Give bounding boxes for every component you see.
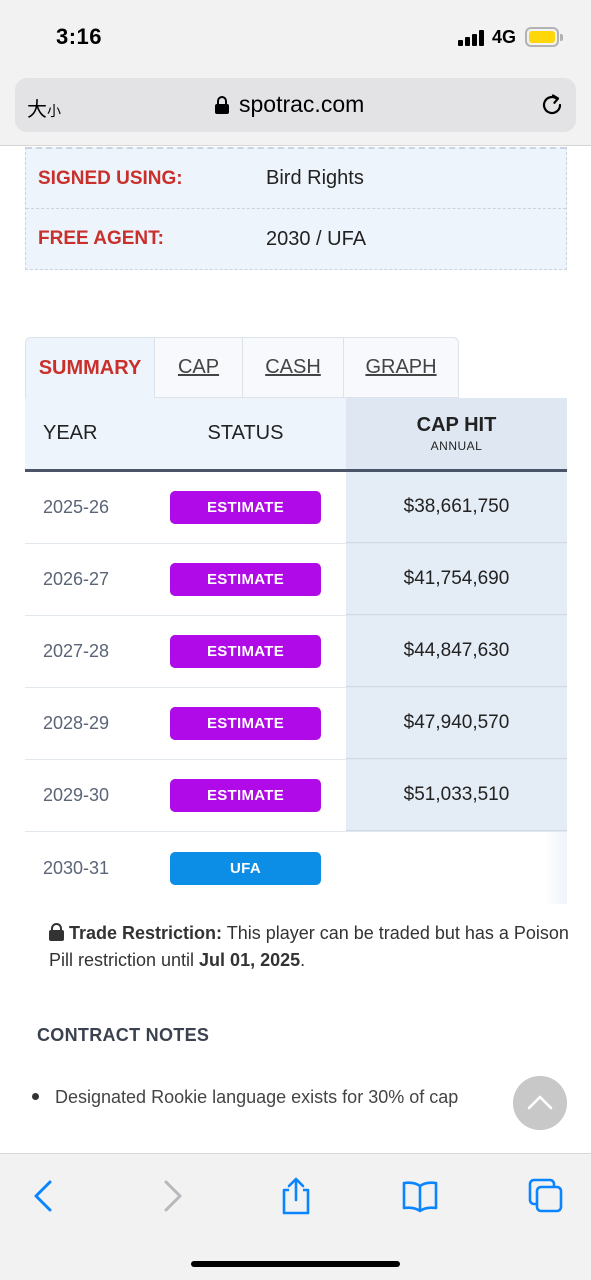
row-cap-hit: $41,754,690: [346, 544, 567, 615]
status-badge: UFA: [170, 851, 321, 885]
row-year: 2026-27: [43, 569, 110, 589]
status-badge: ESTIMATE: [170, 635, 321, 668]
table-row: 2028-29 ESTIMATE $47,940,570: [25, 688, 567, 760]
tabs-icon[interactable]: [526, 1176, 566, 1216]
header-status: STATUS: [207, 422, 284, 444]
row-cap-hit: $38,661,750: [346, 472, 567, 543]
battery-icon: [525, 27, 559, 47]
lock-icon: [215, 96, 229, 114]
trade-restriction-label: Trade Restriction:: [69, 923, 223, 943]
row-year: 2030-31: [43, 857, 110, 878]
tab-graph[interactable]: GRAPH: [344, 337, 459, 398]
row-year: 2025-26: [43, 497, 110, 517]
tab-cash[interactable]: CASH: [243, 337, 344, 398]
contract-note-item: Designated Rookie language exists for 30…: [32, 1087, 458, 1108]
home-indicator: [191, 1261, 400, 1267]
url-text[interactable]: spotrac.com: [239, 91, 365, 117]
table-row: 2030-31 UFA: [25, 832, 567, 904]
info-value: 2030 / UFA: [266, 227, 367, 250]
status-badge: ESTIMATE: [170, 779, 321, 812]
battery-cap: [560, 34, 563, 41]
row-year: 2027-28: [43, 641, 110, 661]
browser-toolbar: [0, 1153, 591, 1280]
table-header: YEAR STATUS CAP HIT ANNUAL: [25, 398, 567, 472]
status-badge: ESTIMATE: [170, 491, 321, 524]
browser-address-area: 大小 spotrac.com: [0, 76, 591, 146]
network-type: 4G: [492, 27, 517, 47]
scroll-to-top-button[interactable]: [513, 1076, 567, 1130]
info-value: Bird Rights: [266, 167, 364, 189]
contract-summary-table: YEAR STATUS CAP HIT ANNUAL 2025-26 ESTIM…: [25, 398, 567, 904]
info-row-signed-using: SIGNED USING: Bird Rights: [26, 147, 566, 208]
row-year: 2028-29: [43, 713, 110, 733]
bullet-icon: [32, 1093, 39, 1100]
signal-icon: [458, 30, 486, 46]
row-cap-hit: [346, 832, 567, 904]
status-bar: 3:16 4G: [0, 0, 591, 76]
table-row: 2026-27 ESTIMATE $41,754,690: [25, 544, 567, 616]
row-cap-hit: $47,940,570: [346, 688, 567, 759]
trade-restriction-date: Jul 01, 2025: [199, 950, 301, 970]
trade-restriction-text: This player can be traded but has a Pois…: [49, 923, 569, 970]
trade-restriction: Trade Restriction: This player can be tr…: [49, 923, 569, 970]
status-badge: ESTIMATE: [170, 707, 321, 740]
row-year: 2029-30: [43, 785, 110, 805]
contract-info-table: SIGNED USING: Bird Rights FREE AGENT: 20…: [25, 147, 567, 270]
table-row: 2027-28 ESTIMATE $44,847,630: [25, 616, 567, 688]
info-label: SIGNED USING:: [38, 167, 183, 189]
bookmarks-icon[interactable]: [400, 1176, 440, 1216]
row-cap-hit: $51,033,510: [346, 760, 567, 831]
contract-tabs: SUMMARY CAP CASH GRAPH: [25, 337, 459, 398]
info-row-free-agent: FREE AGENT: 2030 / UFA: [26, 208, 566, 269]
tab-cap[interactable]: CAP: [155, 337, 243, 398]
table-row: 2025-26 ESTIMATE $38,661,750: [25, 472, 567, 544]
table-row: 2029-30 ESTIMATE $51,033,510: [25, 760, 567, 832]
back-icon[interactable]: [24, 1176, 64, 1216]
address-bar[interactable]: 大小 spotrac.com: [15, 78, 576, 132]
row-cap-hit: $44,847,630: [346, 616, 567, 687]
status-time: 3:16: [56, 24, 103, 49]
contract-notes-title: CONTRACT NOTES: [37, 1025, 210, 1045]
page-content: SIGNED USING: Bird Rights FREE AGENT: 20…: [0, 147, 591, 1153]
status-badge: ESTIMATE: [170, 563, 321, 596]
text-size-button[interactable]: 大小: [27, 97, 61, 121]
forward-icon[interactable]: [152, 1176, 192, 1216]
reload-icon[interactable]: [539, 92, 565, 118]
tab-summary[interactable]: SUMMARY: [25, 337, 155, 398]
share-icon[interactable]: [276, 1176, 316, 1216]
header-year: YEAR: [43, 422, 98, 444]
header-cap-hit: CAP HIT ANNUAL: [346, 398, 567, 469]
info-label: FREE AGENT:: [38, 228, 164, 249]
lock-icon: [49, 923, 64, 941]
